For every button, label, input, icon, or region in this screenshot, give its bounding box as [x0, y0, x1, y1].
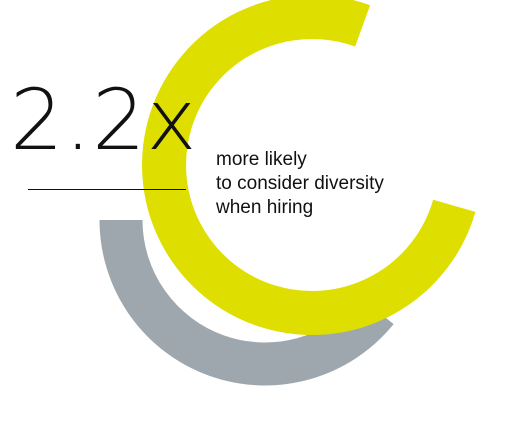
highlight-arc: [142, 0, 476, 335]
baseline-arc: [99, 219, 394, 386]
headline-underline: [28, 189, 186, 190]
caption: more likely to consider diversity when h…: [216, 148, 436, 220]
caption-line-1: more likely: [216, 149, 307, 170]
caption-line-2: to consider diversity: [216, 173, 384, 194]
headline-value: 2.2x: [10, 71, 198, 169]
caption-line-3: when hiring: [216, 197, 314, 218]
